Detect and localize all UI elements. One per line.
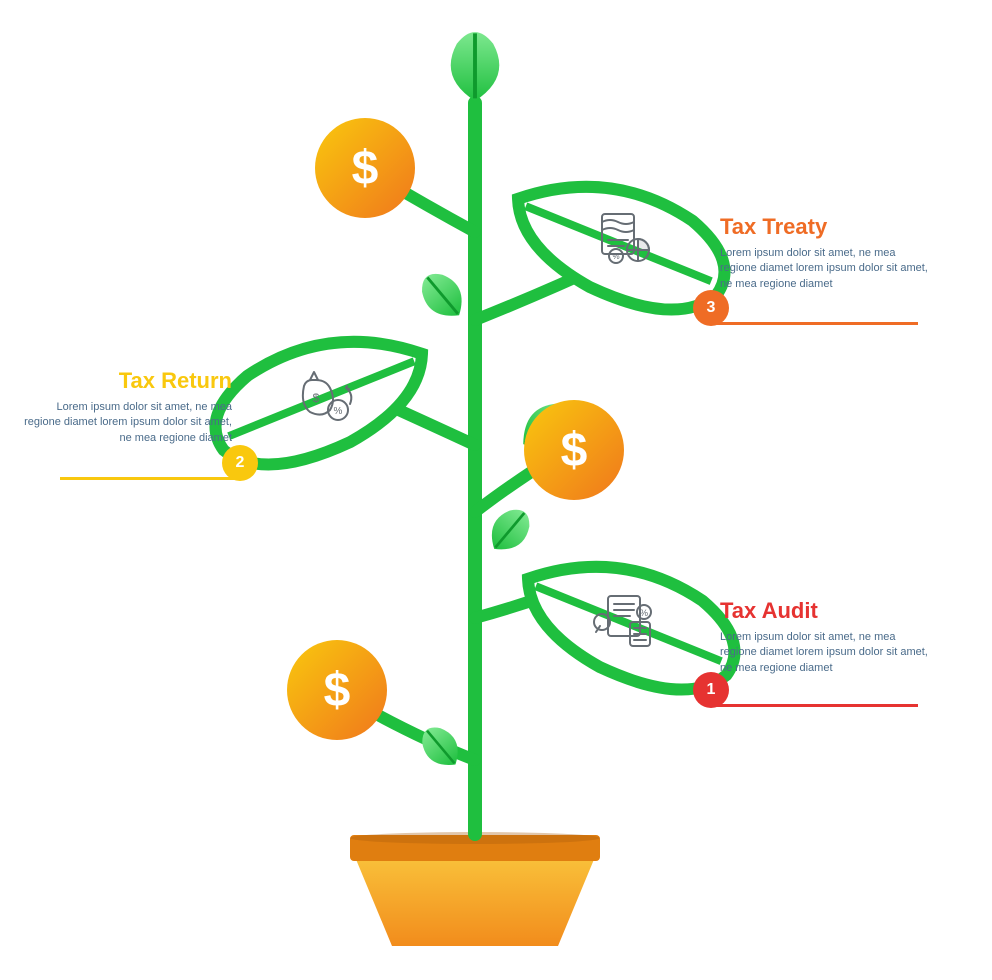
item-3-badge: 3 bbox=[693, 290, 729, 326]
item-3-title: Tax Treaty bbox=[720, 214, 930, 240]
item-1-num: 1 bbox=[707, 681, 716, 699]
item-2-underline bbox=[60, 477, 240, 480]
item-3-label: Tax Treaty Lorem ipsum dolor sit amet, n… bbox=[720, 214, 930, 292]
svg-text:%: % bbox=[612, 252, 619, 261]
svg-text:%: % bbox=[334, 406, 343, 417]
svg-text:$: $ bbox=[352, 142, 379, 195]
item-1-badge: 1 bbox=[693, 672, 729, 708]
item-2-num: 2 bbox=[236, 454, 245, 472]
infographic-canvas: { "canvas": { "width": 992, "height": 98… bbox=[0, 0, 992, 980]
item-1-body: Lorem ipsum dolor sit amet, ne mea regio… bbox=[720, 630, 930, 676]
item-3-body: Lorem ipsum dolor sit amet, ne mea regio… bbox=[720, 246, 930, 292]
item-1-underline bbox=[711, 704, 918, 707]
plant-svg: $ $ $ % $ % bbox=[0, 0, 992, 980]
svg-text:$: $ bbox=[324, 664, 351, 717]
item-3-num: 3 bbox=[707, 299, 716, 317]
svg-text:$: $ bbox=[561, 424, 588, 477]
svg-text:%: % bbox=[640, 608, 648, 618]
item-1-label: Tax Audit Lorem ipsum dolor sit amet, ne… bbox=[720, 598, 930, 676]
item-1-title: Tax Audit bbox=[720, 598, 930, 624]
item-2-label: Tax Return Lorem ipsum dolor sit amet, n… bbox=[22, 368, 232, 446]
item-2-body: Lorem ipsum dolor sit amet, ne mea regio… bbox=[22, 400, 232, 446]
item-3-underline bbox=[711, 322, 918, 325]
plant-stem bbox=[468, 96, 482, 841]
plant-pot bbox=[350, 832, 600, 946]
svg-text:$: $ bbox=[313, 391, 320, 405]
item-2-badge: 2 bbox=[222, 445, 258, 481]
item-2-title: Tax Return bbox=[22, 368, 232, 394]
